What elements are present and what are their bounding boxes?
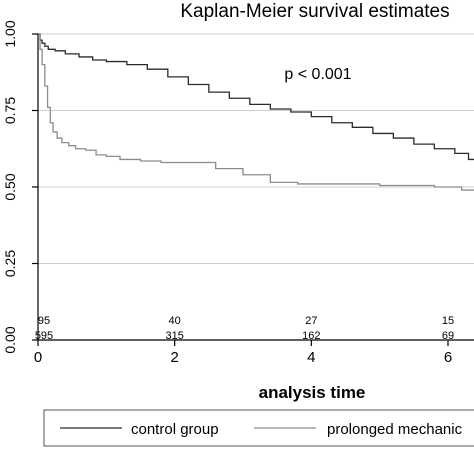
survival-curves	[38, 33, 474, 191]
risk-count-r0-c3: 15	[442, 315, 454, 327]
legend-label-prolonged: prolonged mechanic	[327, 421, 463, 438]
y-tick-label-0: 0.00	[2, 326, 18, 353]
risk-count-r0-c0: 95	[38, 315, 50, 327]
risk-count-r1-c3: 69	[442, 330, 454, 342]
y-tick-label-1: 0.25	[2, 250, 18, 277]
risk-count-r0-c1: 40	[169, 315, 181, 327]
axes: 0.00 0.25 0.50 0.75 1.00 0 2 4 6	[2, 20, 474, 366]
gridlines	[38, 33, 474, 264]
p-value-annotation: p < 0.001	[284, 66, 351, 83]
number-at-risk-table: 95 40 27 15 595 315 162 69	[35, 315, 454, 342]
y-tick-label-4: 1.00	[2, 20, 18, 47]
survival-curve-1	[38, 33, 474, 191]
x-tick-label-1: 2	[170, 349, 178, 366]
risk-count-r1-c1: 315	[165, 330, 183, 342]
chart-title: Kaplan-Meier survival estimates	[180, 1, 449, 22]
x-axis-label: analysis time	[259, 383, 366, 402]
y-tick-label-2: 0.50	[2, 173, 18, 200]
x-tick-label-2: 4	[307, 349, 315, 366]
legend: control group prolonged mechanic	[43, 409, 474, 447]
risk-count-r1-c0: 595	[35, 330, 53, 342]
survival-curve-0	[38, 33, 474, 161]
risk-count-r1-c2: 162	[302, 330, 320, 342]
x-tick-label-3: 6	[444, 349, 452, 366]
y-tick-label-3: 0.75	[2, 97, 18, 124]
legend-label-control-group: control group	[131, 421, 219, 438]
x-tick-label-0: 0	[34, 349, 42, 366]
risk-count-r0-c2: 27	[305, 315, 317, 327]
